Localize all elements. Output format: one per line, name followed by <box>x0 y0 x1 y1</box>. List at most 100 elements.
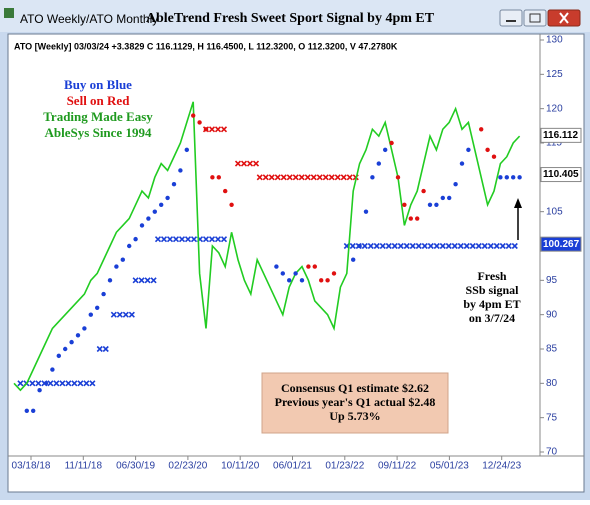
window-title: AbleTrend Fresh Sweet Sport Signal by 4p… <box>146 11 435 26</box>
x-marker <box>499 242 506 250</box>
x-marker <box>349 242 356 250</box>
x-tick-label: 06/01/21 <box>273 461 312 472</box>
y-tick-label: 105 <box>546 206 563 217</box>
x-tick-label: 01/23/22 <box>325 461 364 472</box>
stop-dot <box>287 278 292 283</box>
stop-dot <box>31 408 36 413</box>
x-tick-label: 05/01/23 <box>430 461 469 472</box>
stop-dot <box>216 175 221 180</box>
x-marker <box>166 236 174 243</box>
annotation: Trading Made Easy <box>43 109 153 124</box>
stop-dot <box>491 154 497 159</box>
stop-dot <box>133 236 138 242</box>
stop-dot <box>357 243 362 249</box>
x-marker <box>208 236 216 243</box>
x-marker <box>328 174 335 181</box>
stop-dot <box>75 333 81 338</box>
note-box <box>261 372 449 434</box>
x-marker <box>89 380 96 387</box>
signal-note: SSb signal <box>465 283 519 297</box>
x-marker <box>154 236 162 243</box>
annotation: Sell on Red <box>67 93 131 108</box>
x-marker <box>132 277 139 284</box>
box-note: Consensus Q1 estimate $2.62 <box>281 381 429 395</box>
stop-dot <box>517 175 522 180</box>
stop-dot <box>210 175 215 180</box>
stop-dot <box>440 195 445 201</box>
stop-dot <box>184 147 189 153</box>
x-marker <box>252 160 260 167</box>
y-tick-label: 90 <box>546 309 558 320</box>
x-marker <box>340 174 347 181</box>
stop-dot <box>408 216 413 221</box>
stop-dot <box>459 161 465 166</box>
maximize-button[interactable] <box>523 9 547 27</box>
minimize-button[interactable] <box>499 9 523 27</box>
stop-dot <box>319 278 324 283</box>
stop-dot <box>191 113 196 118</box>
x-marker <box>469 242 476 250</box>
stop-dot <box>427 202 433 207</box>
stop-dot <box>466 147 471 153</box>
x-marker <box>110 311 117 318</box>
y-tick-label: 120 <box>546 103 563 114</box>
x-marker <box>83 380 90 387</box>
x-marker <box>286 174 293 181</box>
stop-dot <box>139 223 145 228</box>
price-label-box <box>540 236 582 252</box>
x-marker <box>150 277 157 284</box>
x-marker <box>379 242 386 250</box>
stop-dot <box>159 202 164 207</box>
price-label-box <box>540 167 582 183</box>
stop-dot <box>229 202 234 207</box>
stop-dot <box>312 264 317 269</box>
x-marker <box>487 242 494 250</box>
stop-dot <box>363 209 369 214</box>
x-marker <box>184 236 192 243</box>
app-icon <box>4 8 14 18</box>
stop-dot <box>453 182 458 187</box>
x-marker <box>256 174 263 181</box>
y-tick-label: 95 <box>546 275 558 286</box>
stop-dot <box>37 388 42 393</box>
x-marker <box>322 174 329 181</box>
stop-dot <box>43 381 49 386</box>
x-marker <box>421 242 428 250</box>
stop-dot <box>178 168 183 173</box>
x-marker <box>262 174 269 181</box>
stop-dot <box>498 175 503 180</box>
x-marker <box>214 236 222 243</box>
price-label: 100.267 <box>543 239 580 250</box>
y-tick-label: 125 <box>546 69 563 80</box>
stop-dot <box>274 264 279 269</box>
x-marker <box>451 242 458 250</box>
stop-dot <box>402 202 407 207</box>
x-marker <box>128 311 135 318</box>
tab[interactable]: ATO Weekly/ATO Monthly <box>20 12 158 26</box>
x-marker <box>304 174 311 181</box>
x-marker <box>190 236 198 243</box>
stop-dot <box>331 271 337 276</box>
box-note: Previous year's Q1 actual $2.48 <box>275 395 436 409</box>
x-marker <box>346 174 353 181</box>
stop-dot <box>114 264 119 269</box>
y-tick-label: 85 <box>546 344 558 355</box>
stop-dot <box>95 305 100 310</box>
x-marker <box>397 242 404 250</box>
y-tick-label: 130 <box>546 35 563 46</box>
x-marker <box>208 126 216 133</box>
x-marker <box>316 174 323 181</box>
x-marker <box>361 242 368 250</box>
stop-dot <box>127 243 132 249</box>
x-marker <box>240 160 248 167</box>
y-tick-label: 70 <box>546 447 558 458</box>
x-marker <box>457 242 464 250</box>
stop-dot <box>197 120 202 125</box>
x-marker <box>214 126 222 133</box>
stop-dot <box>146 216 151 221</box>
stop-dot <box>383 147 388 153</box>
stop-dot <box>415 216 420 221</box>
stop-dot <box>120 257 126 262</box>
x-marker <box>96 345 103 353</box>
